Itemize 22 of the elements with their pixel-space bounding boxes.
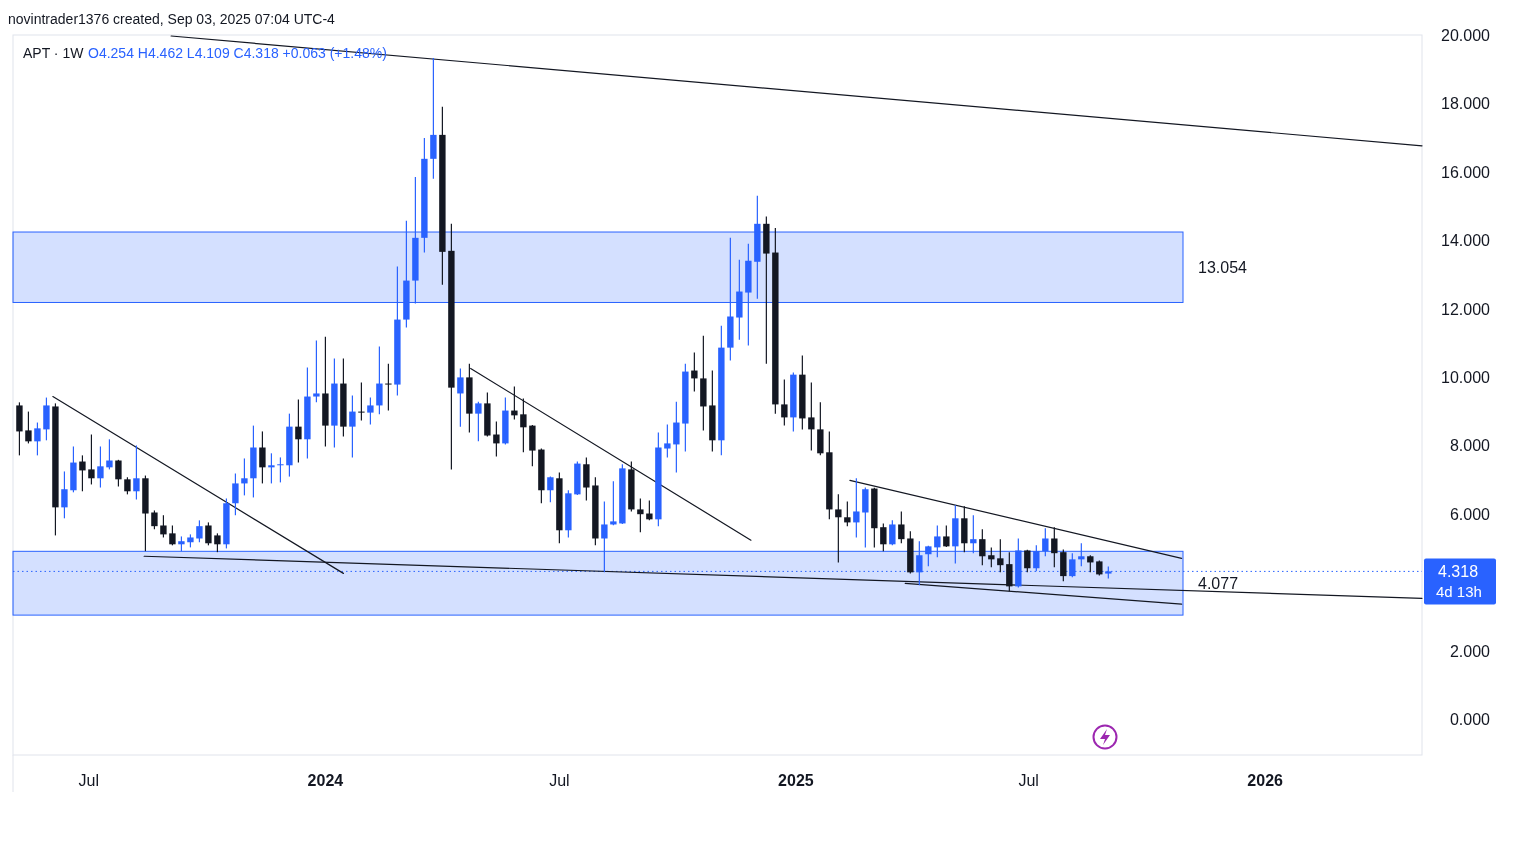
ref-line-label: 4.318 [1438, 563, 1479, 581]
y-tick-label: 16.000 [1441, 163, 1491, 181]
x-tick-label: 2026 [1247, 772, 1284, 789]
y-tick-label: 6.000 [1449, 505, 1491, 523]
y-tick-label: 12.000 [1441, 300, 1491, 318]
y-tick-label: 2.000 [1449, 642, 1491, 660]
x-tick-label: Jul [1018, 772, 1039, 789]
y-tick-label: 20.000 [1441, 27, 1491, 44]
x-tick-label: Jul [549, 772, 570, 789]
band-label: 13.054 [1198, 259, 1248, 277]
band-label: 4.077 [1198, 575, 1239, 593]
text: novintrader1376 created, Sep 03, 2025 07:04 UTC-4 [8, 11, 336, 27]
x-tick-label: Jul [78, 772, 100, 789]
y-tick-label: 8.000 [1449, 437, 1491, 455]
text: 4d 13h [1436, 583, 1482, 601]
y-tick-label: 14.000 [1441, 232, 1491, 250]
x-tick-label: 2024 [307, 772, 344, 789]
text: APT · 1W [23, 45, 85, 61]
y-tick-label: 18.000 [1441, 95, 1491, 113]
y-tick-label: 0.000 [1449, 711, 1491, 729]
y-tick-label: 10.000 [1441, 369, 1491, 387]
x-tick-label: 2025 [778, 772, 814, 789]
